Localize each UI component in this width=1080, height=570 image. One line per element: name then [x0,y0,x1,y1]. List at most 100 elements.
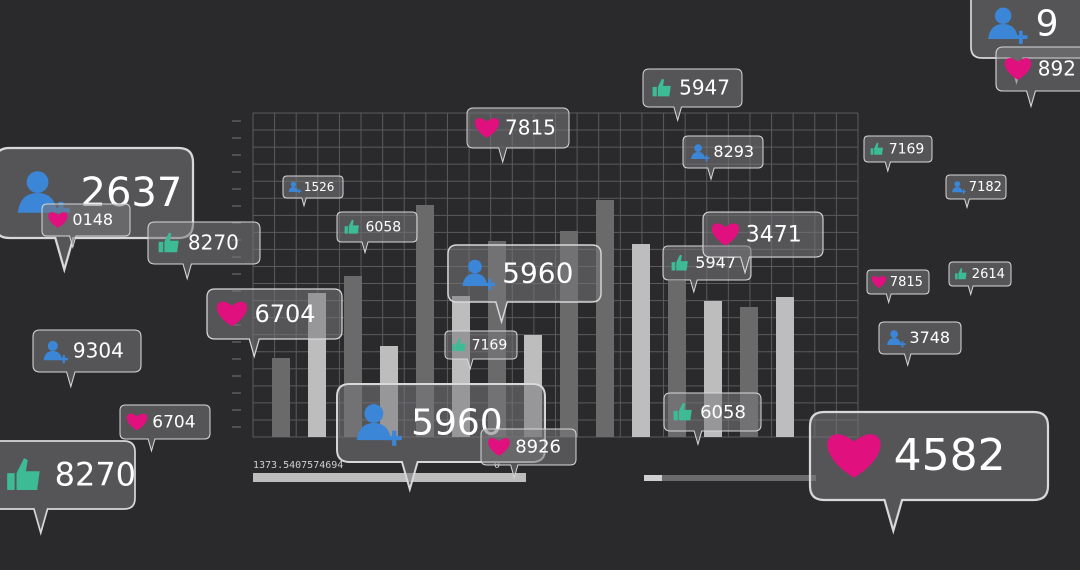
like-icon-cuff [652,86,657,97]
bubble-shape [863,135,933,173]
like-icon-hand [958,268,967,280]
bubble-count: 7815 [890,275,923,290]
bubble-count: 8926 [515,437,561,458]
bubble-count: 8270 [55,455,136,493]
bubble-shape [336,211,418,255]
bubble-count: 7815 [505,115,556,139]
bubble-shape [878,321,962,368]
notification-bubble: 892 [995,46,1080,109]
user-icon-body [691,152,706,160]
user-icon-head [26,171,49,193]
bubble-count: 5947 [679,75,730,99]
user-icon-plus [386,430,402,446]
bar [776,297,794,437]
bubble-count: 3748 [909,328,950,347]
notification-bubble: 8270 [0,440,136,536]
notification-bubble: 7169 [863,135,933,173]
notification-bubble: 8926 [480,428,577,480]
heart-icon [126,413,148,431]
like-icon-hand [676,254,688,271]
notification-bubble: 6704 [206,288,343,359]
notification-bubble: 5947 [642,68,743,123]
user-icon-plus [899,341,906,348]
bubbles: 2637014882706704930467048270152660587815… [0,0,1080,536]
bubble-shape [682,135,764,182]
like-icon-hand [657,78,671,97]
user-icon-body [988,24,1019,39]
notification-bubble: 7815 [866,269,930,305]
bubble-shape [447,244,602,325]
heart-icon [488,438,510,456]
like-icon-hand [874,142,884,155]
bar [596,200,614,437]
user-icon-head [47,340,58,351]
user-icon-body [356,423,392,441]
like-icon-hand [455,338,466,352]
bubble-count: 9 [1036,3,1059,44]
user-icon-head [994,7,1012,24]
bubble-count: 7182 [969,180,1002,195]
bubble-shape [336,383,546,493]
footer-value: 1373.5407574694 [253,460,343,471]
bubble-count: 9304 [73,338,124,362]
bubble-count: 6704 [255,300,316,328]
notification-bubble: 6058 [336,211,418,255]
bubble-shape [282,175,344,208]
bubble-count: 7169 [889,142,925,158]
user-icon-head [890,330,898,338]
bubble-shape [32,329,142,389]
bubble-count: 6704 [152,413,195,433]
bubble-shape [0,440,136,536]
bubble-count: 2614 [972,267,1005,282]
notification-bubble: 8293 [682,135,764,182]
user-icon-plus [59,355,68,364]
like-icon-cuff [344,226,348,234]
notification-bubble: 5960 [447,244,602,325]
user-icon-head [954,181,961,187]
like-icon-hand [16,458,40,490]
user-icon-body [952,187,963,193]
user-icon-body [43,351,63,361]
like-icon-cuff [870,148,874,155]
progress-bar [253,473,526,482]
bubble-count: 6058 [700,402,746,423]
notification-bubble: 7815 [466,107,570,164]
bubble-count: 3471 [746,222,802,247]
bubble-count: 5947 [695,253,736,272]
user-icon-head [290,181,297,187]
like-icon-cuff [158,241,164,253]
like-icon-cuff [452,344,456,352]
bubble-shape [945,174,1007,210]
bubble-count: 6058 [366,220,402,236]
heart-icon [827,434,881,478]
notification-bubble: 6704 [119,404,211,453]
notification-bubble: 0148 [41,203,131,250]
notification-bubble: 7182 [945,174,1007,210]
user-icon-body [887,338,902,346]
bar [632,244,650,437]
bubble-count: 5960 [502,257,573,290]
bubble-count: 1526 [304,180,335,194]
like-icon-hand [348,219,359,234]
user-icon-head [694,144,702,153]
progress-dots [644,475,662,481]
notification-bubble: 3748 [878,321,962,368]
like-icon-cuff [671,262,676,271]
bubble-count: 4582 [894,430,1006,481]
bar [416,205,434,437]
like-icon-cuff [955,273,958,280]
progress-track [644,475,816,481]
notification-bubble: 9 [970,0,1080,85]
heart-icon [474,118,500,138]
user-icon-body [462,273,488,287]
notification-bubble: 9304 [32,329,142,389]
heart-icon [48,212,68,228]
notification-bubble: 3471 [702,211,824,275]
heart-icon [216,301,248,327]
like-icon-cuff [7,473,15,490]
user-icon-head [364,404,384,424]
bubble-count: 7169 [472,338,508,354]
user-icon-body [288,187,299,192]
bubble-shape [663,392,762,447]
